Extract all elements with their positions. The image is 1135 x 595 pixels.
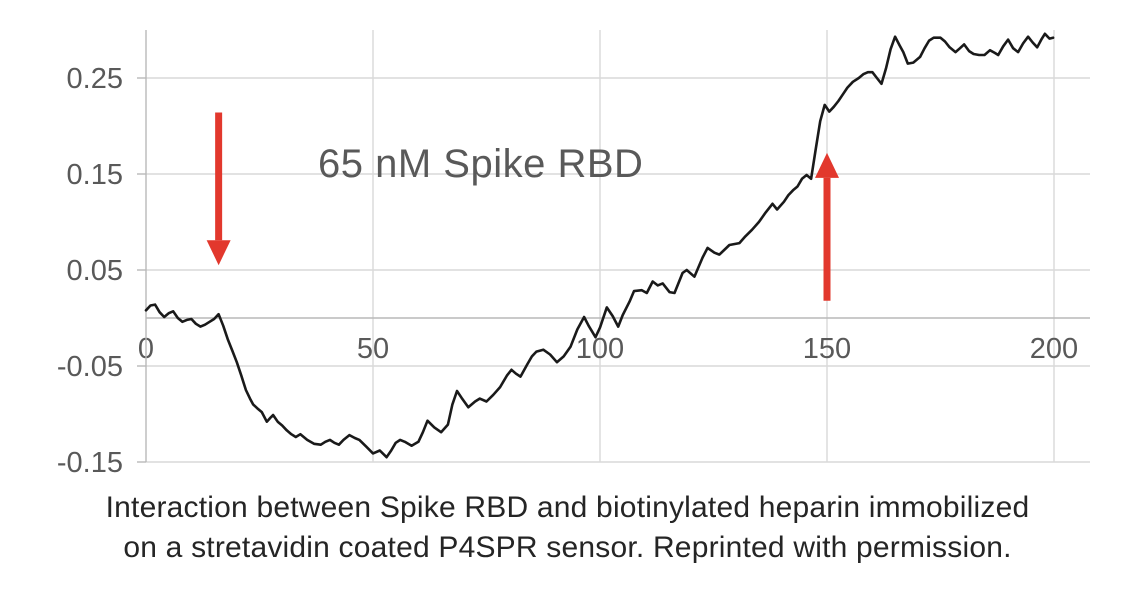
down-arrow-icon [206, 112, 231, 266]
spr-sensorgram-chart: 0.250.150.05-0.05-0.150 50 100 150 200 [57, 30, 1090, 478]
spr-chart-figure: 0.25 0.15 0.05 -0.05 -0.15 0 50 100 150 200 65 nM… [57, 30, 1090, 478]
y-tick-label: -0.15 [57, 447, 123, 478]
x-tick-label: 50 [357, 333, 389, 365]
x-tick-label: 100 [576, 333, 624, 365]
caption-line-2: on a stretavidin coated P4SPR sensor. Re… [123, 531, 1012, 564]
figure-caption: Interaction between Spike RBD and biotin… [0, 488, 1135, 568]
caption-line-1: Interaction between Spike RBD and biotin… [105, 491, 1030, 524]
x-tick-label: 150 [803, 333, 851, 365]
y-tick-label: 0.05 [67, 255, 123, 287]
y-tick-label: -0.05 [57, 351, 123, 383]
y-tick-label: 0.15 [67, 159, 123, 191]
sensorgram-line [144, 32, 1055, 459]
chart-annotation: 65 nM Spike RBD [318, 142, 644, 186]
up-arrow-icon [815, 152, 839, 301]
x-tick-label: 200 [1030, 333, 1078, 365]
y-tick-label: 0.25 [67, 63, 123, 95]
